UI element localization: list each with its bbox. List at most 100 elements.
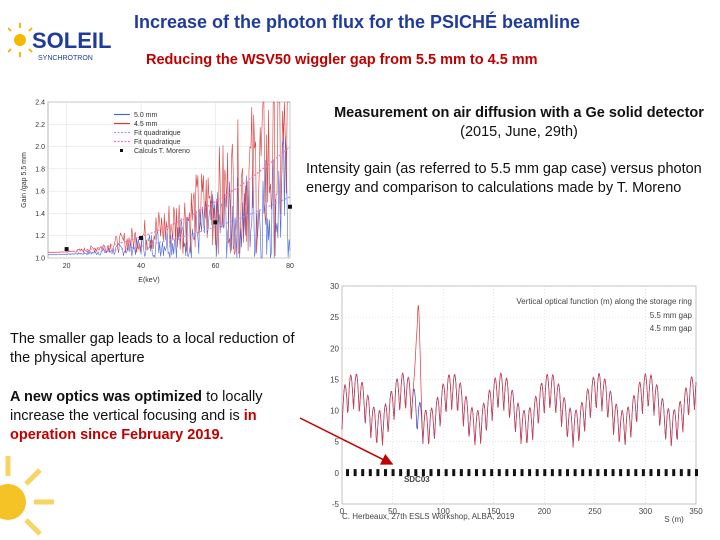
intensity-text: Intensity gain (as referred to 5.5 mm ga… <box>306 161 702 196</box>
smaller-gap-text: The smaller gap leads to a local reducti… <box>10 331 295 366</box>
legend-label: Fit quadratique <box>134 130 181 137</box>
lattice-magnet <box>566 469 570 477</box>
lattice-magnet <box>626 469 630 477</box>
x-tick-label: 150 <box>487 507 501 516</box>
lattice-magnet <box>383 469 387 477</box>
y-tick-label: 0 <box>335 469 340 478</box>
page-title: Increase of the photon flux for the PSIC… <box>134 12 581 32</box>
legend-label: Calculs T. Moreno <box>134 148 190 155</box>
lattice-magnet <box>679 469 683 477</box>
y-axis-label: Gain /gap 5.5 mm <box>21 152 28 208</box>
lattice-magnet <box>611 469 615 477</box>
lattice-magnet <box>657 469 661 477</box>
y-tick-label: 1.4 <box>35 211 45 218</box>
lattice-magnet <box>573 469 577 477</box>
x-tick-label: 250 <box>588 507 602 516</box>
lattice-magnet <box>497 469 501 477</box>
y-tick-label: -5 <box>332 500 340 509</box>
fit-red-line <box>48 146 291 253</box>
lattice-magnet <box>634 469 638 477</box>
page-subtitle: Reducing the WSV50 wiggler gap from 5.5 … <box>146 52 538 68</box>
legend-label: Fit quadratique <box>134 139 181 146</box>
lattice-magnet <box>672 469 676 477</box>
new-optics-red: in operation since February 2019. <box>10 408 257 443</box>
measurement-bold: Measurement on air diffusion with a Ge s… <box>334 105 704 121</box>
lattice-magnet <box>558 469 562 477</box>
new-optics-mid: to locally increase the vertical focusin… <box>10 389 263 424</box>
lattice-magnet <box>368 469 372 477</box>
y-tick-label: 1.8 <box>35 166 45 173</box>
y-tick-label: 2.2 <box>35 122 45 129</box>
y-tick-label: 2.4 <box>35 100 45 107</box>
lattice-magnet <box>376 469 380 477</box>
calc-marker <box>288 204 292 209</box>
lattice-magnet <box>512 469 516 477</box>
lattice-magnet <box>421 469 425 477</box>
lattice-magnet <box>543 469 547 477</box>
x-tick-label: 80 <box>286 263 294 270</box>
lattice-magnet <box>391 469 395 477</box>
lattice-magnet <box>588 469 592 477</box>
legend-marker <box>120 149 123 152</box>
lattice-magnet <box>467 469 471 477</box>
measurement-date: (2015, June, 29th) <box>460 124 578 140</box>
y-tick-label: 10 <box>330 407 339 416</box>
x-tick-label: 50 <box>388 507 397 516</box>
fit-blue-line <box>47 196 291 256</box>
lattice-magnet <box>664 469 668 477</box>
lattice-magnet <box>437 469 441 477</box>
series-4-5mm-line <box>48 101 290 257</box>
y-tick-label: 1.6 <box>35 189 45 196</box>
calc-marker <box>139 235 144 240</box>
lattice-magnet <box>520 469 524 477</box>
y-tick-label: 20 <box>330 344 339 353</box>
logo-brand: SOLEIL <box>32 28 111 53</box>
x-tick-label: 300 <box>639 507 653 516</box>
legend-label: 4.5 mm gap <box>650 324 693 333</box>
lattice-magnet <box>353 469 357 477</box>
legend-label: 4.5 mm <box>134 121 158 128</box>
x-tick-label: 40 <box>137 263 145 270</box>
new-optics-bold: A new optics was optimized <box>10 389 203 405</box>
y-tick-label: 5 <box>335 438 340 447</box>
chart-title: Vertical optical function (m) along the … <box>516 297 692 306</box>
lattice-magnet <box>429 469 433 477</box>
lattice-magnet <box>550 469 554 477</box>
lattice-magnet <box>482 469 486 477</box>
lattice-magnet <box>641 469 645 477</box>
y-tick-label: 30 <box>330 282 339 291</box>
lattice-magnet <box>346 469 350 477</box>
legend-label: 5.0 mm <box>134 112 158 119</box>
y-tick-label: 1.0 <box>35 256 45 263</box>
y-tick-label: 1.2 <box>35 233 45 240</box>
series-5mm-line <box>48 135 291 259</box>
lattice-magnet <box>596 469 600 477</box>
beta-4-5mm-line <box>341 305 697 448</box>
decorative-sun-icon <box>0 456 54 536</box>
gain-chart: 1.0 1.2 1.4 1.6 1.8 2.0 2.2 2.4 20 40 60 80 E(keV) Ga… <box>21 100 294 285</box>
lattice-magnet <box>475 469 479 477</box>
x-tick-label: 350 <box>689 507 703 516</box>
x-tick-label: 200 <box>538 507 552 516</box>
lattice-magnet <box>399 469 403 477</box>
soleil-logo: SOLEIL SYNCHROTRON <box>8 23 111 62</box>
calc-marker <box>213 220 218 225</box>
lattice-magnet <box>581 469 585 477</box>
sdc03-annotation: SDC03 <box>404 475 430 484</box>
lattice-magnet <box>414 469 418 477</box>
lattice-magnet <box>687 469 691 477</box>
new-optics-text: A new optics was optimized to locally in… <box>10 388 310 445</box>
legend-label: 5.5 mm gap <box>650 311 693 320</box>
x-axis-label: S (m) <box>664 515 684 524</box>
x-tick-label: 60 <box>212 263 220 270</box>
sun-icon <box>14 34 26 46</box>
x-tick-label: 20 <box>63 263 71 270</box>
x-axis-label: E(keV) <box>138 277 159 284</box>
measurement-text: Measurement on air diffusion with a Ge s… <box>334 104 704 142</box>
y-tick-label: 25 <box>330 313 339 322</box>
calc-marker <box>64 247 69 252</box>
x-tick-label: 0 <box>340 507 345 516</box>
lattice-magnet <box>694 469 698 477</box>
lattice-magnet <box>406 469 410 477</box>
